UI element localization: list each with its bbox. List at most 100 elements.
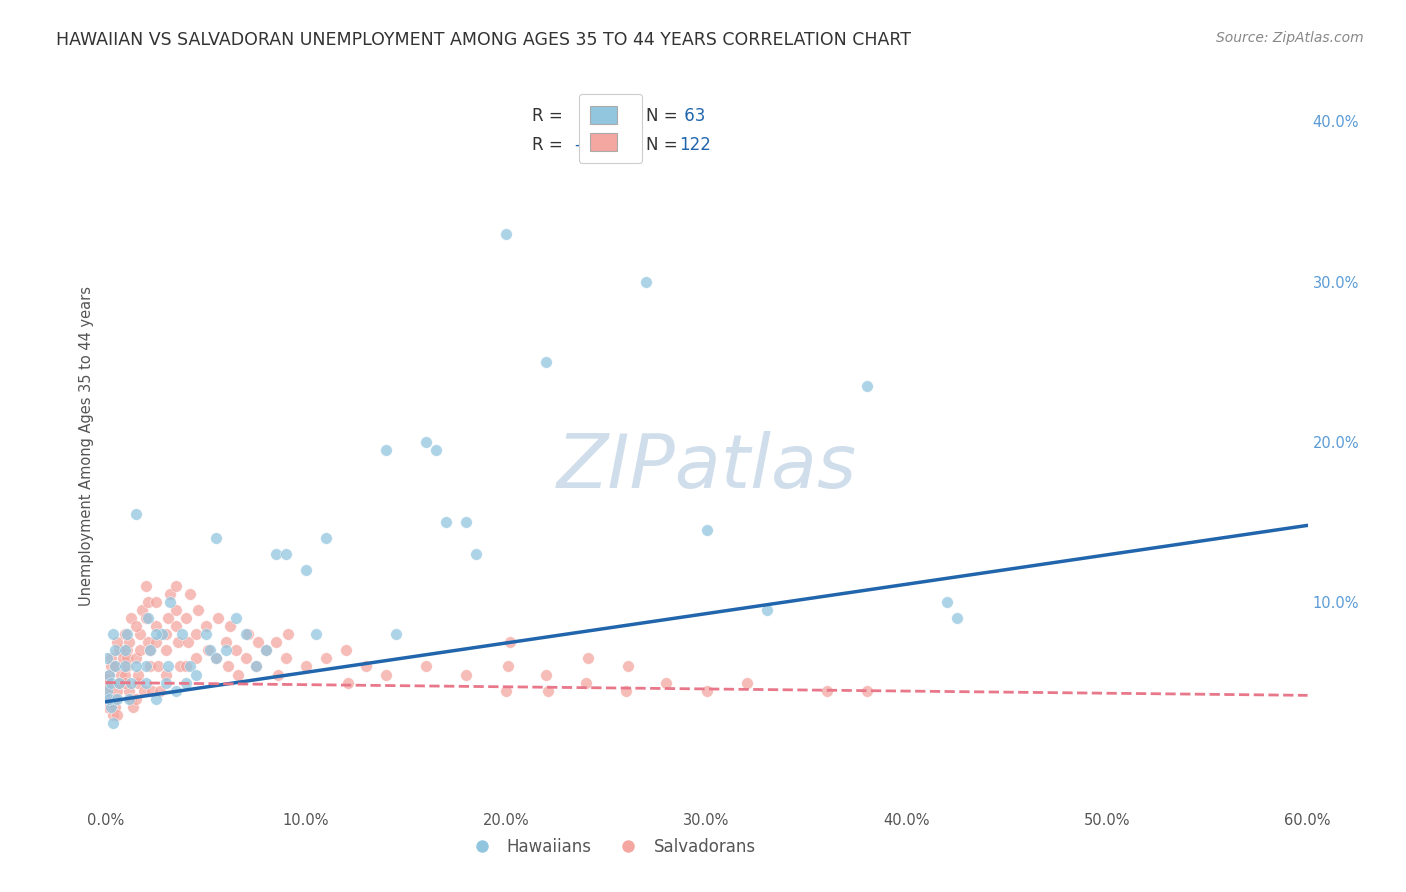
Text: N =: N =	[647, 107, 683, 125]
Point	[295, 659, 318, 673]
Text: 0.275: 0.275	[574, 107, 627, 125]
Point	[96, 699, 118, 714]
Point	[135, 611, 157, 625]
Point	[374, 667, 398, 681]
Point	[136, 635, 159, 649]
Point	[132, 683, 155, 698]
Point	[169, 659, 191, 673]
Point	[217, 659, 239, 673]
Point	[138, 659, 160, 673]
Point	[114, 667, 136, 681]
Point	[155, 643, 177, 657]
Point	[165, 579, 187, 593]
Point	[117, 659, 139, 673]
Point	[204, 651, 226, 665]
Point	[537, 683, 560, 698]
Point	[135, 675, 157, 690]
Point	[127, 675, 149, 690]
Point	[495, 683, 517, 698]
Point	[246, 635, 269, 649]
Point	[96, 683, 118, 698]
Point	[305, 627, 328, 641]
Point	[98, 691, 121, 706]
Point	[166, 635, 188, 649]
Point	[274, 547, 297, 561]
Point	[100, 659, 122, 673]
Legend: Hawaiians, Salvadorans: Hawaiians, Salvadorans	[458, 831, 762, 863]
Point	[107, 635, 129, 649]
Point	[128, 643, 150, 657]
Point	[936, 595, 959, 609]
Point	[103, 707, 125, 722]
Point	[187, 603, 209, 617]
Point	[121, 611, 143, 625]
Point	[114, 659, 136, 673]
Point	[98, 667, 121, 681]
Point	[696, 523, 718, 537]
Point	[128, 627, 150, 641]
Point	[155, 627, 177, 641]
Point	[197, 643, 219, 657]
Point	[100, 651, 122, 665]
Point	[576, 651, 599, 665]
Point	[214, 635, 236, 649]
Point	[194, 627, 217, 641]
Point	[141, 683, 163, 698]
Point	[159, 587, 181, 601]
Point	[174, 611, 197, 625]
Point	[696, 683, 718, 698]
Point	[121, 675, 143, 690]
Point	[114, 675, 136, 690]
Point	[636, 275, 658, 289]
Point	[616, 683, 638, 698]
Point	[122, 699, 145, 714]
Point	[267, 667, 290, 681]
Point	[124, 651, 146, 665]
Point	[385, 627, 408, 641]
Point	[114, 643, 136, 657]
Point	[117, 627, 139, 641]
Point	[465, 547, 488, 561]
Point	[107, 683, 129, 698]
Point	[454, 515, 477, 529]
Point	[179, 659, 201, 673]
Point	[735, 675, 758, 690]
Text: 122: 122	[679, 136, 711, 153]
Point	[145, 595, 167, 609]
Point	[118, 635, 141, 649]
Point	[121, 691, 143, 706]
Point	[159, 595, 181, 609]
Point	[336, 675, 359, 690]
Point	[104, 699, 127, 714]
Point	[117, 643, 139, 657]
Text: HAWAIIAN VS SALVADORAN UNEMPLOYMENT AMONG AGES 35 TO 44 YEARS CORRELATION CHART: HAWAIIAN VS SALVADORAN UNEMPLOYMENT AMON…	[56, 31, 911, 49]
Text: 63: 63	[679, 107, 706, 125]
Point	[131, 603, 153, 617]
Point	[264, 547, 287, 561]
Point	[100, 695, 122, 709]
Point	[855, 683, 877, 698]
Point	[434, 515, 457, 529]
Point	[295, 563, 318, 577]
Point	[354, 659, 377, 673]
Point	[100, 675, 122, 690]
Point	[184, 651, 207, 665]
Point	[165, 619, 187, 633]
Point	[225, 643, 247, 657]
Point	[110, 667, 132, 681]
Point	[207, 611, 229, 625]
Text: N =: N =	[647, 136, 683, 153]
Point	[575, 675, 598, 690]
Point	[204, 531, 226, 545]
Point	[946, 611, 969, 625]
Point	[124, 619, 146, 633]
Point	[118, 683, 141, 698]
Point	[124, 691, 146, 706]
Point	[218, 619, 240, 633]
Text: ZIPatlas: ZIPatlas	[557, 432, 856, 503]
Point	[165, 603, 187, 617]
Point	[454, 667, 477, 681]
Point	[155, 667, 177, 681]
Point	[315, 531, 337, 545]
Point	[617, 659, 640, 673]
